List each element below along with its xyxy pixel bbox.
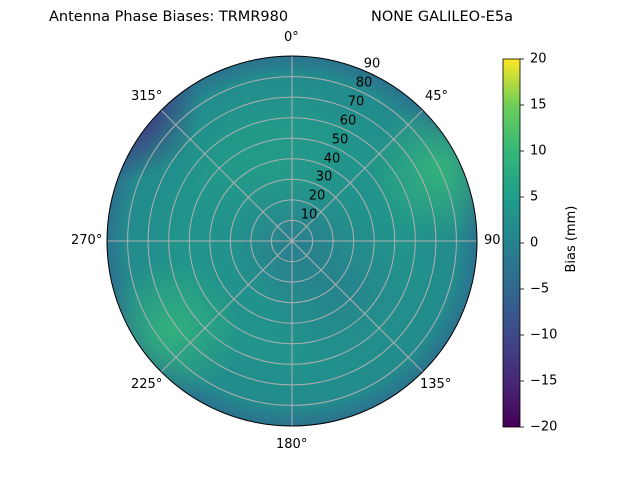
theta-label-90: 90 [484, 233, 501, 248]
theta-label-270: 270° [71, 233, 103, 248]
theta-label-45: 45° [425, 89, 449, 104]
r-label-30: 30 [315, 169, 333, 185]
r-label-40: 40 [323, 151, 341, 167]
colorbar-tick-minus20: −20 [530, 419, 558, 435]
colorbar-tick-0: 0 [530, 235, 539, 251]
colorbar-tick-20: 20 [530, 51, 547, 67]
r-label-10: 10 [300, 207, 318, 223]
r-label-50: 50 [331, 132, 349, 148]
r-label-20: 20 [308, 188, 326, 204]
colorbar-tick-minus15: −15 [530, 373, 558, 389]
chart-title-left: Antenna Phase Biases: TRMR980 [49, 9, 289, 25]
colorbar-tick-10: 10 [530, 143, 547, 159]
r-label-90: 90 [363, 56, 381, 72]
colorbar-tick-minus10: −10 [530, 327, 558, 343]
theta-label-180: 180° [276, 437, 308, 452]
colorbar-label: Bias (mm) [564, 205, 579, 273]
r-label-60: 60 [339, 113, 357, 129]
polar-frame [106, 55, 478, 427]
colorbar-tick-15: 15 [530, 97, 547, 113]
r-label-80: 80 [355, 75, 373, 91]
r-label-70: 70 [347, 94, 365, 110]
theta-label-135: 135° [420, 377, 452, 392]
colorbar-tick-minus5: −5 [530, 281, 550, 297]
colorbar-tick-5: 5 [530, 189, 539, 205]
theta-label-225: 225° [131, 377, 163, 392]
chart-title-right: NONE GALILEO-E5a [371, 9, 513, 25]
polar-grid [107, 56, 477, 426]
theta-label-315: 315° [131, 89, 163, 104]
colorbar [502, 58, 521, 428]
theta-label-0: 0° [284, 30, 299, 45]
